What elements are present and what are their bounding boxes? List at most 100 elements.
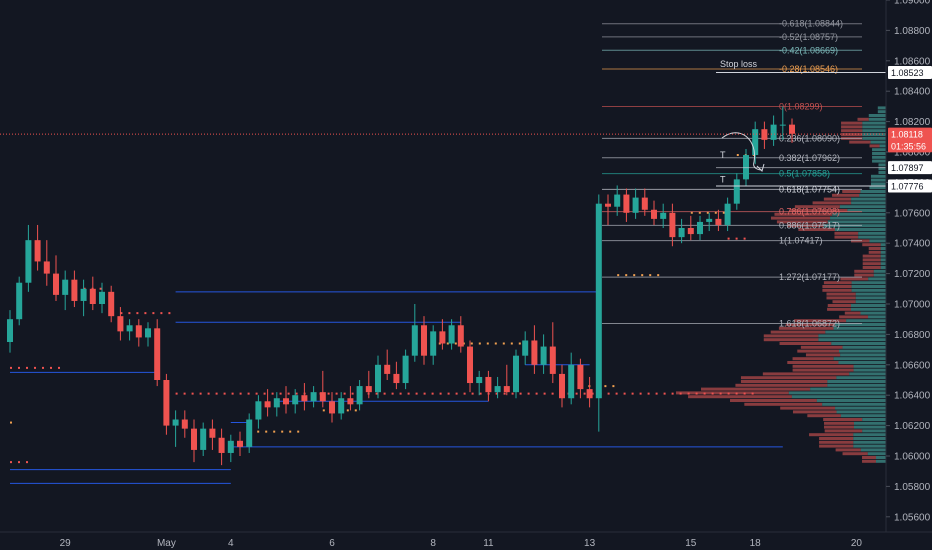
candle-body	[531, 340, 538, 365]
candle-body	[678, 228, 685, 238]
fibonacci-retracement[interactable]: -0.618(1.08844)-0.52(1.08757)-0.42(1.086…	[602, 19, 862, 329]
fib-price: (1.08757)	[800, 32, 839, 42]
fib-level-label: 0(1.08299)	[779, 102, 823, 112]
volume-bar-up	[855, 292, 886, 296]
candle-body	[485, 376, 492, 393]
price-tick-label: 1.07000	[894, 300, 931, 311]
candle-body	[319, 392, 326, 402]
candle-body	[411, 325, 418, 356]
volume-bar-down	[832, 300, 856, 304]
fib-price: (1.08299)	[784, 102, 823, 112]
volume-bar-up	[810, 387, 886, 391]
volume-bar-down	[792, 364, 854, 368]
price-tick-label: 1.06000	[894, 452, 931, 463]
candlestick-series	[7, 106, 795, 466]
candle-body	[669, 212, 676, 238]
volume-bar-down	[827, 307, 851, 311]
volume-bar-down	[778, 326, 834, 330]
volume-bar-down	[842, 452, 868, 456]
volume-bar-down	[824, 425, 854, 429]
volume-bar-down	[792, 357, 834, 361]
price-tag-label: 1.08523	[891, 68, 924, 78]
candle-body	[25, 240, 32, 283]
candle-body	[209, 428, 216, 438]
volume-bar-up	[834, 228, 886, 231]
candle-body	[356, 386, 363, 405]
volume-bar-down	[826, 296, 856, 300]
volume-bar-up	[862, 129, 886, 133]
price-tick-label: 1.05800	[894, 482, 931, 493]
volume-bar-up	[853, 440, 886, 444]
candle-body	[733, 179, 740, 204]
candle-body	[641, 197, 648, 210]
candle-body	[347, 398, 354, 405]
candle-body	[457, 325, 464, 347]
price-tick-label: 1.08800	[894, 26, 931, 37]
candle-body	[724, 203, 731, 225]
fib-ratio: 0.786	[779, 207, 802, 217]
fib-level-label: 0.5(1.07858)	[779, 169, 830, 179]
volume-bar-up	[853, 437, 886, 440]
volume-bar-up	[880, 254, 886, 258]
volume-bar-down	[776, 220, 828, 224]
time-tick-label: 11	[483, 538, 494, 549]
candle-body	[568, 364, 575, 399]
candle-body	[467, 346, 473, 384]
candle-body	[237, 440, 243, 447]
volume-bar-up	[851, 288, 886, 292]
candle-body	[761, 129, 768, 140]
volume-bar-down	[676, 391, 789, 395]
volume-bar-up	[858, 231, 886, 235]
fib-price: (1.08546)	[800, 64, 839, 74]
price-tag-label: 1.07776	[891, 182, 924, 192]
volume-bar-up	[853, 425, 886, 429]
volume-bar-up	[862, 133, 886, 136]
volume-bar-down	[805, 353, 841, 357]
candle-body	[16, 282, 23, 320]
volume-bar-up	[870, 182, 886, 186]
volume-bar-down	[823, 281, 852, 285]
time-tick-label: May	[157, 538, 176, 549]
candle-body	[310, 392, 317, 402]
volume-bar-up	[825, 330, 886, 334]
volume-bar-up	[838, 361, 886, 364]
volume-bar-up	[816, 399, 886, 402]
candle-body	[135, 325, 142, 338]
volume-bar-up	[853, 368, 886, 372]
time-tick-label: 6	[329, 538, 335, 549]
drawings[interactable]: Stop loss T T	[716, 59, 886, 187]
current-price-tag	[888, 139, 932, 153]
volume-bar-up	[877, 110, 886, 114]
candle-body	[687, 228, 694, 235]
volume-bar-up	[860, 311, 886, 315]
volume-bar-up	[870, 174, 886, 178]
candle-body	[476, 376, 483, 384]
candle-body	[402, 355, 409, 384]
candle-body	[439, 331, 446, 344]
volume-bar-down	[744, 402, 823, 406]
candle-body	[632, 197, 639, 213]
volume-bar-down	[826, 292, 856, 296]
volume-bar-down	[787, 361, 839, 364]
volume-bar-up	[868, 117, 886, 121]
volume-bar-up	[867, 452, 886, 456]
volume-bar-up	[879, 144, 886, 148]
volume-bar-down	[789, 209, 848, 212]
volume-bar-up	[862, 136, 886, 140]
volume-bar-down	[809, 433, 854, 437]
curved-arrow	[721, 132, 763, 171]
price-tick-label: 1.09000	[894, 0, 931, 7]
time-tick-label: 8	[430, 538, 436, 549]
fib-ratio: -0.28	[779, 64, 800, 74]
volume-bar-up	[827, 220, 886, 224]
time-tick-label: 13	[584, 538, 596, 549]
volume-bar-down	[854, 269, 874, 273]
time-axis[interactable]: 29May468111315182022	[60, 538, 932, 549]
candle-body	[614, 194, 621, 207]
time-tick-label: 29	[60, 538, 72, 549]
candle-body	[200, 428, 207, 450]
volume-bar-up	[853, 444, 886, 448]
fib-level-label: 0.382(1.07962)	[779, 153, 840, 163]
volume-bar-down	[823, 418, 863, 421]
